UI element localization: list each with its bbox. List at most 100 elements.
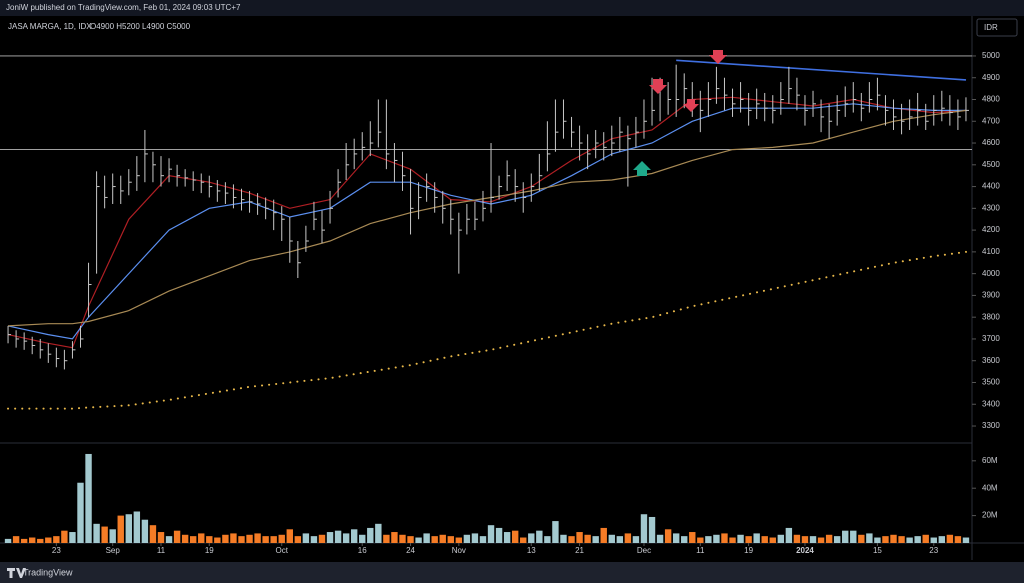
volume-bar [809, 536, 817, 543]
moving-average [7, 103, 966, 340]
volume-bar [761, 536, 768, 543]
y-tick-label: 3400 [982, 399, 1000, 408]
volume-bar [520, 537, 527, 543]
symbol: JASA MARGA, 1D, IDX [8, 22, 92, 31]
volume-bar [4, 538, 12, 543]
volume-bar [447, 536, 454, 543]
volume-bar [479, 536, 487, 543]
footer-text: TradingView [23, 567, 73, 577]
volume-bar [825, 534, 833, 543]
volume-bar [45, 537, 52, 543]
volume-bar [552, 521, 559, 543]
x-tick-label: 19 [744, 546, 753, 555]
plot: 3300 3400 3500 3600 3700 3800 3900 4000 4100 4200… [0, 51, 1000, 555]
volume-bar [165, 536, 173, 543]
volume-bar [407, 536, 414, 543]
volume-bar [487, 525, 495, 543]
volume-bar [173, 530, 181, 543]
volume-tick-label: 40M [982, 483, 998, 492]
volume-bar [785, 527, 793, 543]
volume-bar [624, 533, 632, 543]
volume-bar [254, 533, 261, 543]
volume-bar [914, 536, 921, 543]
x-tick-label: 11 [696, 546, 705, 555]
volume-bar [334, 530, 342, 543]
volume-bar [181, 534, 189, 543]
volume-bar [503, 532, 511, 543]
volume-bar [69, 532, 76, 543]
volume-bar [350, 529, 358, 543]
volume-bar [238, 536, 245, 543]
volume-bar [656, 534, 664, 543]
volume-bar [310, 536, 318, 543]
volume-bar [648, 516, 656, 543]
arrow-down [649, 79, 667, 94]
volume-bar [101, 526, 108, 543]
arrow-down [683, 99, 699, 112]
volume-bar [471, 533, 479, 543]
volume-bar [149, 525, 157, 543]
x-tick-label: Sep [106, 546, 121, 555]
volume-bar [544, 536, 551, 543]
volume-bar [511, 530, 519, 543]
volume-bar [705, 536, 712, 543]
y-tick-label: 3800 [982, 312, 1000, 321]
y-tick-label: 3500 [982, 378, 1000, 387]
volume-bar [697, 537, 704, 543]
y-tick-label: 4600 [982, 138, 1000, 147]
volume-bar [206, 536, 213, 543]
volume-bar [262, 536, 269, 543]
x-tick-label: 15 [873, 546, 882, 555]
volume-bar [222, 534, 229, 543]
trendline [676, 59, 967, 81]
volume-bar [383, 534, 390, 543]
volume-bar [141, 519, 149, 543]
volume-bar [61, 530, 68, 543]
x-tick-label: 13 [527, 546, 536, 555]
volume-bar [302, 533, 310, 543]
ma-dotted [7, 250, 967, 410]
volume-bar [664, 529, 672, 543]
currency-box[interactable] [976, 18, 1018, 37]
y-tick-label: 4400 [982, 182, 1000, 191]
volume-bar [93, 523, 100, 543]
x-tick-label: 2024 [796, 546, 814, 555]
arrow-up [633, 161, 651, 176]
footer-bar [0, 562, 1024, 583]
volume-bar [133, 511, 141, 543]
volume-bar [592, 536, 599, 543]
volume-bar [342, 533, 350, 543]
volume-bar [874, 537, 881, 543]
x-tick-label: 11 [157, 546, 166, 555]
volume-bar [769, 537, 776, 543]
volume-bar [560, 534, 567, 543]
volume-bar [399, 534, 406, 543]
volume-bar [415, 537, 422, 543]
volume-bar [568, 536, 575, 543]
volume-bar [286, 529, 293, 543]
volume-bar [359, 534, 366, 543]
volume-bar [753, 533, 760, 543]
y-tick-label: 3300 [982, 421, 1000, 430]
volume-bar [391, 532, 398, 543]
volume-bar [737, 534, 744, 543]
currency[interactable]: IDR [984, 23, 998, 32]
header-text: JoniW published on TradingView.com, Feb … [6, 3, 241, 12]
x-tick-label: 23 [929, 546, 938, 555]
x-tick-label: 23 [52, 546, 61, 555]
ohlc-label: O4900 H5200 L4900 C5000 [90, 22, 191, 31]
volume-bar [713, 534, 720, 543]
volume-bar [898, 536, 905, 543]
volume-bar [600, 527, 607, 543]
volume-bar [463, 534, 471, 543]
y-tick-label: 3600 [982, 356, 1000, 365]
volume-bar [777, 534, 785, 543]
volume-bar [117, 515, 124, 543]
volume-bar [375, 523, 382, 543]
volume-bar [858, 534, 865, 543]
y-tick-label: 4900 [982, 73, 1000, 82]
volume-bar [793, 534, 801, 543]
volume-bar [721, 533, 728, 543]
volume-bar [109, 529, 116, 543]
volume-bar [431, 536, 438, 543]
